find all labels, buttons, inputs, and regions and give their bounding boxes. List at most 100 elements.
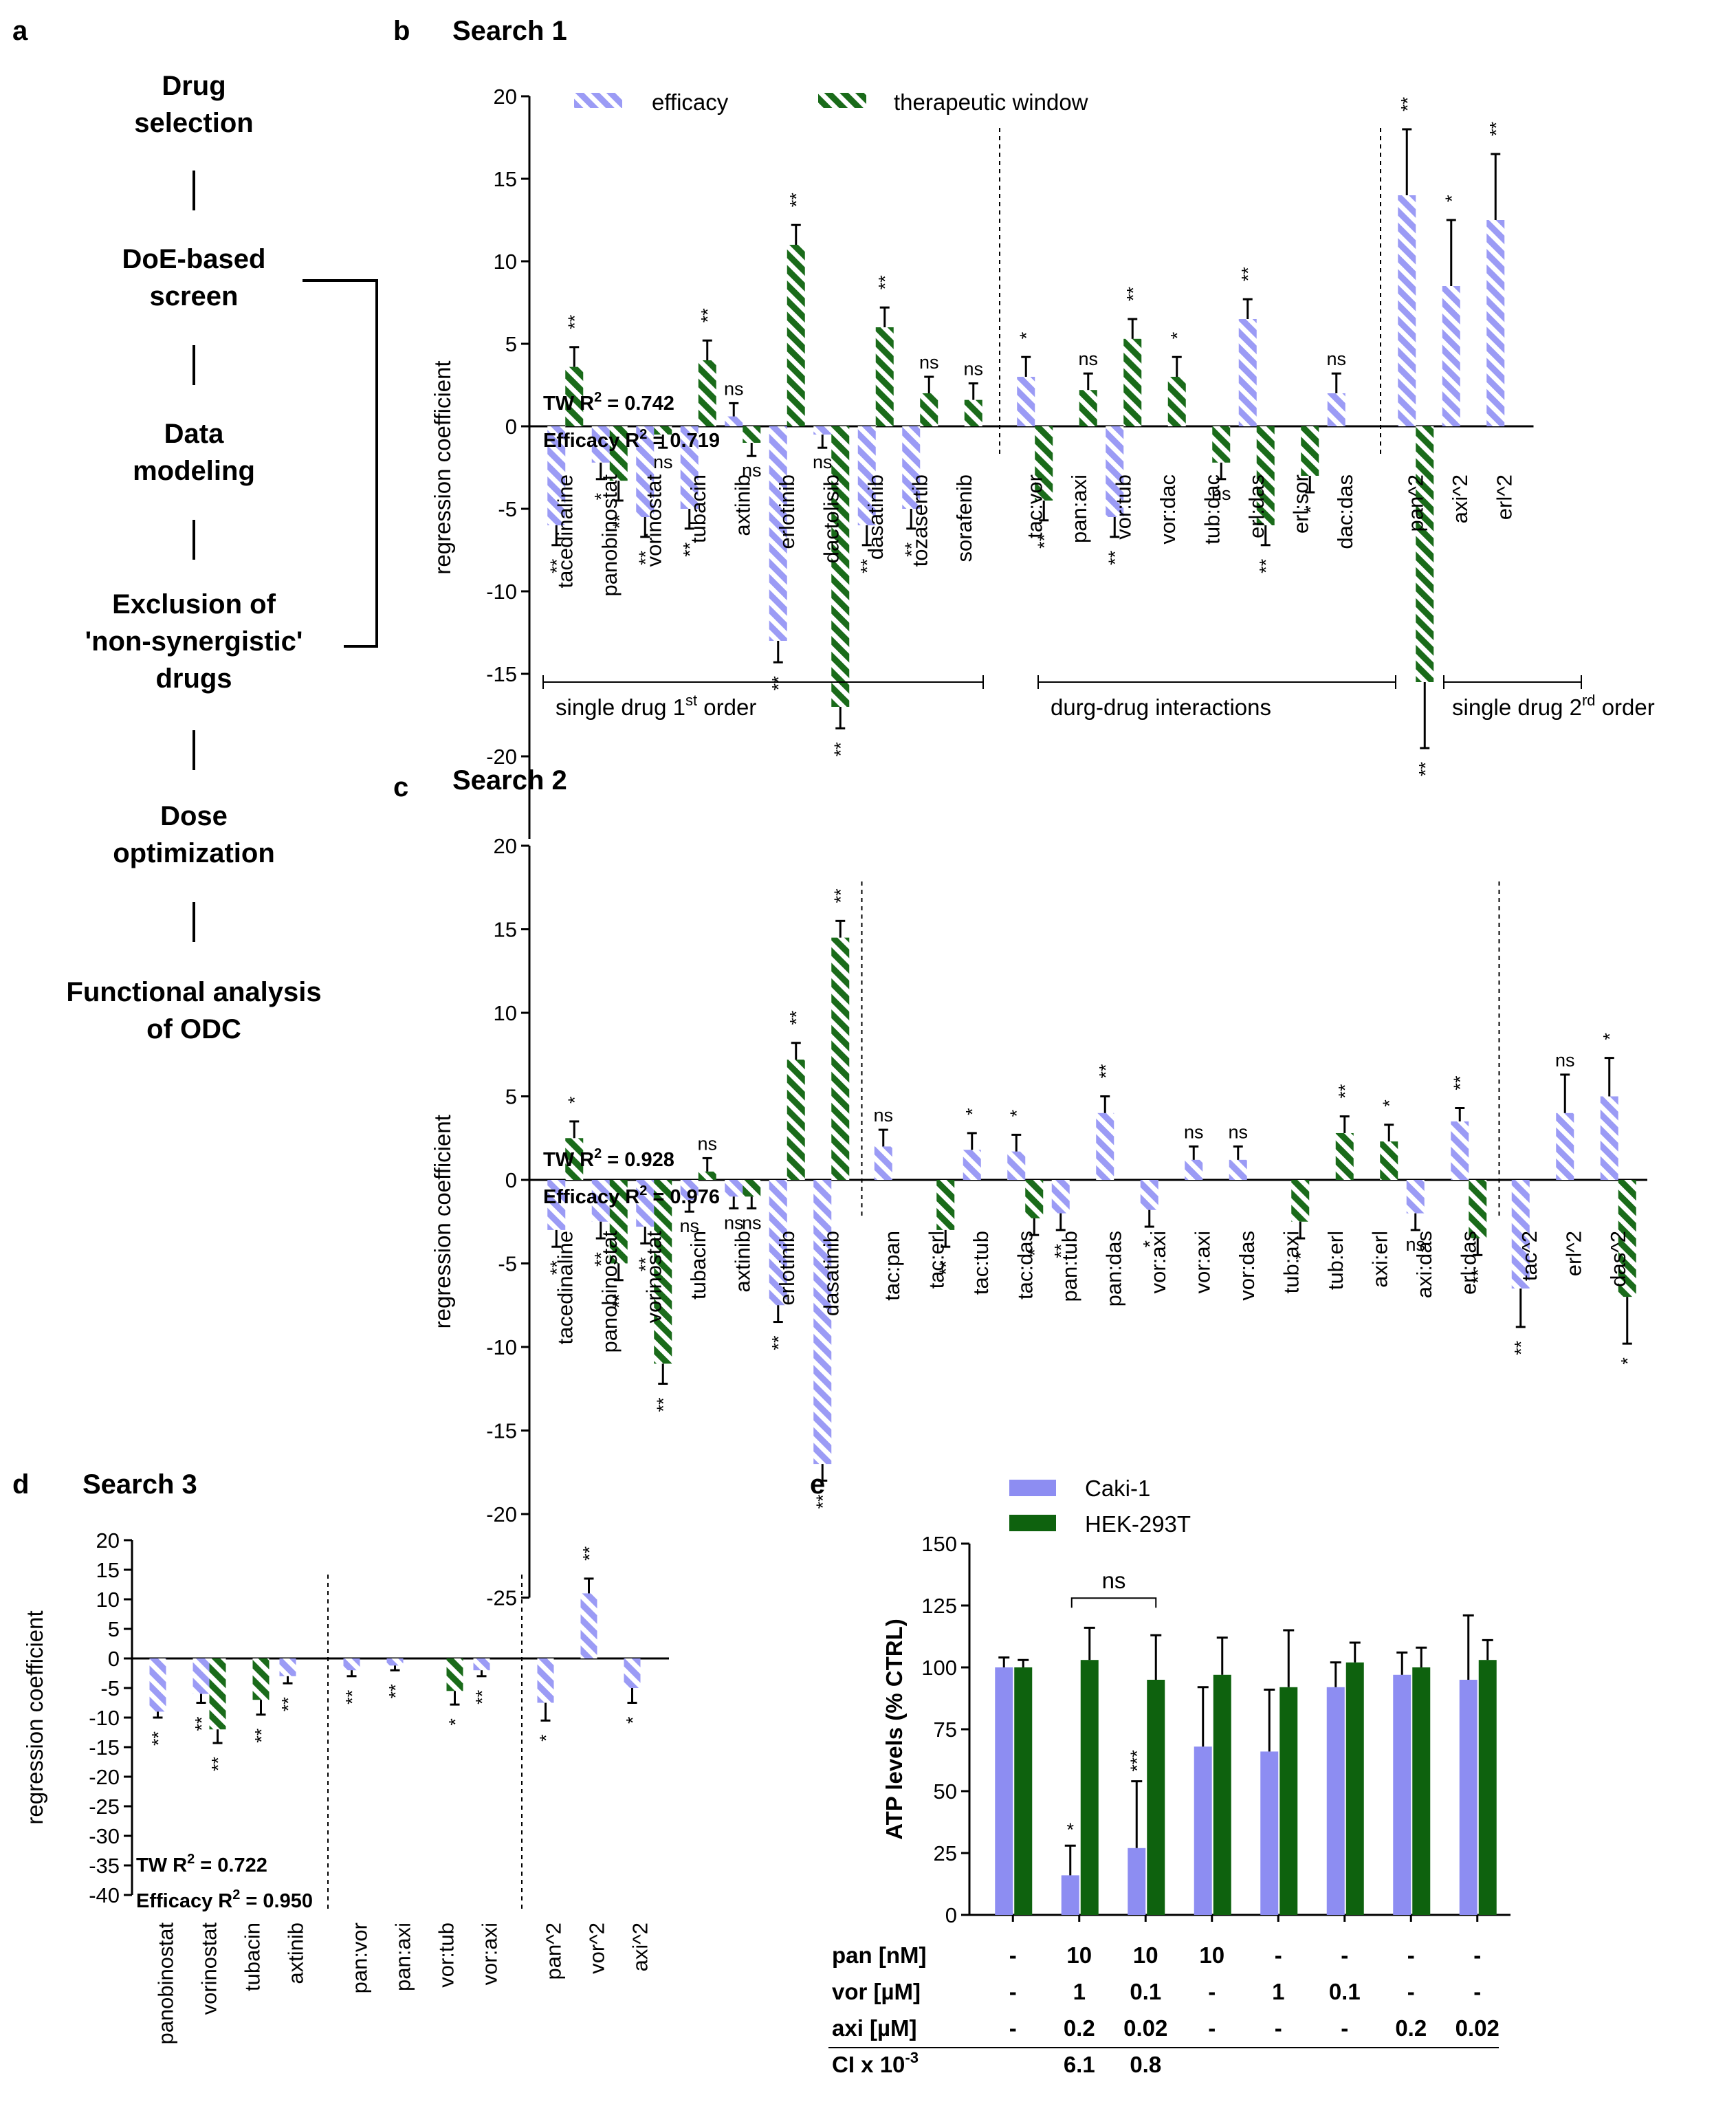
category-label: erlotinib [775, 1231, 799, 1306]
y-tick-label: 20 [494, 834, 517, 858]
significance-label: ** [547, 558, 567, 573]
significance-label: ns [963, 359, 983, 380]
legend-hek-label: HEK-293T [1085, 1511, 1191, 1537]
table-cell: - [1208, 2015, 1216, 2041]
caki-bar [1326, 1687, 1345, 1915]
therapeutic-window-bar [1035, 426, 1053, 501]
category-label: dac:das [1333, 474, 1357, 549]
r2-efficacy-label: Efficacy R2 = 0.950 [136, 1887, 313, 1912]
efficacy-bar [624, 1658, 641, 1688]
y-tick-label: 0 [505, 1168, 517, 1192]
category-label: dasatinib [819, 1231, 843, 1316]
significance-label: ** [813, 1494, 833, 1509]
hek-bar [1080, 1660, 1099, 1915]
superscript: 2 [232, 1887, 240, 1903]
y-tick-label: -25 [89, 1795, 120, 1819]
significance-label: ns [1078, 349, 1098, 369]
therapeutic-window-bar [698, 360, 716, 426]
category-label: vorinostat [641, 1231, 666, 1324]
table-cell: - [1275, 1942, 1282, 1968]
efficacy-bar [725, 416, 743, 426]
significance-label: * [1066, 1819, 1074, 1840]
caki-bar [1260, 1751, 1279, 1915]
category-label: panobinostat [154, 1922, 178, 2045]
flow-step-2-line-1: DoE-based [122, 244, 266, 274]
significance-label: ** [1123, 286, 1143, 301]
therapeutic-window-bar [875, 327, 894, 426]
group-label-second: single drug 2rd order [1452, 692, 1655, 720]
category-label: vorinostat [641, 474, 666, 567]
significance-label: ** [698, 308, 718, 323]
category-label: sorafenib [952, 474, 976, 562]
legend-caki-swatch [1009, 1480, 1056, 1496]
efficacy-bar [680, 1180, 699, 1201]
significance-label: ** [1415, 762, 1436, 777]
caki-bar [1459, 1680, 1477, 1915]
category-label: tub:axi [1279, 1231, 1303, 1293]
efficacy-bar [547, 1180, 566, 1230]
y-tick-label: 0 [505, 415, 517, 439]
significance-label: ns [1405, 1234, 1425, 1255]
r2-tw-label: TW R2 = 0.928 [543, 1146, 674, 1171]
comparison-label: ns [1102, 1568, 1126, 1593]
table-cell: 0.02 [1123, 2015, 1167, 2041]
hek-bar [1213, 1674, 1231, 1915]
r2-tw-label: TW R2 = 0.742 [543, 390, 674, 415]
table-cell: 0.1 [1329, 1979, 1361, 2004]
significance-label: * [1140, 1240, 1161, 1248]
table-cell: - [1407, 1942, 1415, 1968]
category-label: tac:vor [1022, 474, 1046, 538]
therapeutic-window-bar [1469, 1180, 1487, 1239]
efficacy-bar [1106, 426, 1124, 517]
table-row-label: pan [nM] [832, 1942, 926, 1968]
therapeutic-window-bar [787, 245, 805, 426]
table-cell: 0.02 [1455, 2015, 1499, 2041]
significance-label: ** [1335, 1084, 1356, 1099]
category-label: dasatinib [864, 474, 888, 560]
category-label: pan:axi [391, 1922, 415, 1991]
superscript: 2 [187, 1852, 195, 1867]
therapeutic-window-bar [654, 426, 672, 435]
therapeutic-window-bar [936, 1180, 955, 1230]
significance-label: * [1024, 1249, 1045, 1256]
efficacy-bar [1442, 286, 1460, 426]
hek-bar [1279, 1687, 1298, 1915]
significance-label: * [1290, 1252, 1311, 1260]
y-tick-label: -15 [89, 1735, 120, 1760]
category-label: axi:erl [1367, 1231, 1392, 1288]
efficacy-bar [1600, 1096, 1618, 1180]
therapeutic-window-bar [1335, 1132, 1354, 1180]
table-row-label: vor [µM] [832, 1979, 921, 2004]
y-tick-label: 5 [108, 1617, 120, 1641]
group-suffix: order [697, 694, 756, 720]
table-cell: 0.2 [1064, 2015, 1095, 2041]
significance-label: * [446, 1718, 466, 1726]
significance-label: ** [680, 542, 701, 557]
category-label: tacedinaline [553, 1231, 577, 1344]
category-label: axi^2 [628, 1922, 652, 1971]
efficacy-bar [1406, 1180, 1425, 1214]
y-tick-label: 15 [96, 1558, 120, 1582]
y-tick-label: 50 [934, 1779, 957, 1804]
y-tick-label: -5 [100, 1676, 120, 1700]
therapeutic-window-bar [831, 426, 850, 707]
efficacy-bar [1327, 393, 1345, 426]
panel-label-e: e [810, 1469, 825, 1500]
category-label: erl:das [1244, 474, 1268, 538]
significance-label: ** [609, 514, 630, 529]
panel-label-d: d [12, 1469, 29, 1500]
legend-efficacy-label: efficacy [652, 89, 729, 115]
significance-label: ** [252, 1728, 272, 1743]
workflow-diagram: Drug selection DoE-based screen Data mod… [66, 71, 378, 1044]
y-tick-label: 0 [108, 1647, 120, 1671]
chart-search-1: Search 1 20 15 10 5 0 -5 -10 -15 -20 regression co… [430, 16, 1655, 839]
efficacy-bar [680, 426, 699, 509]
category-label: erl:das [1456, 1231, 1480, 1295]
category-label: tac^2 [1517, 1231, 1541, 1281]
efficacy-bar [813, 1180, 832, 1465]
efficacy-bar [1398, 195, 1416, 426]
y-tick-label: -20 [89, 1765, 120, 1789]
y-tick-label: 75 [934, 1718, 957, 1742]
significance-label: * [591, 492, 612, 500]
category-label: vorinostat [197, 1922, 221, 2015]
